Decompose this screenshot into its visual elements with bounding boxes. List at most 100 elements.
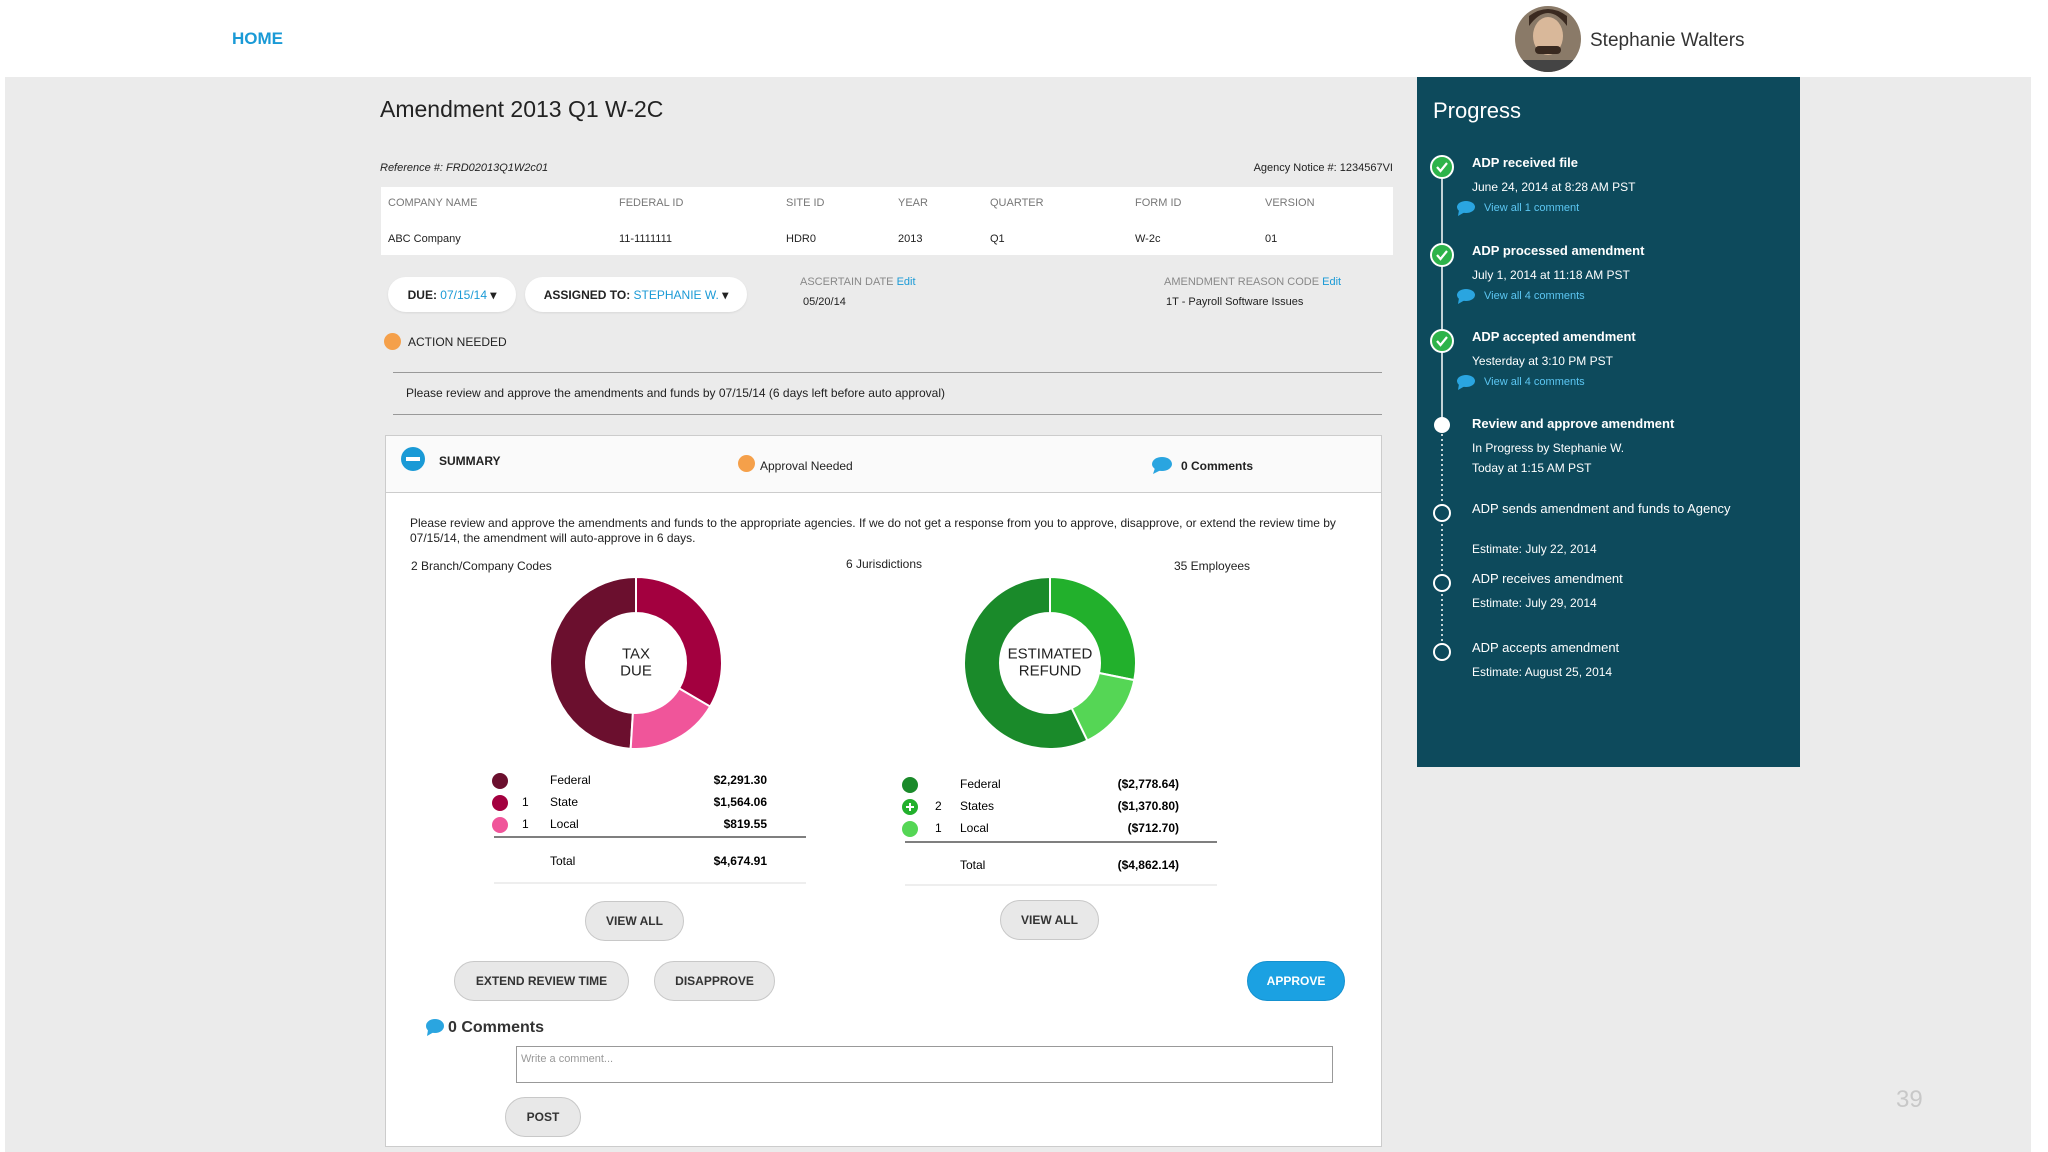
avatar bbox=[1515, 6, 1581, 72]
step-time: In Progress by Stephanie W. bbox=[1472, 441, 1625, 455]
comment-icon bbox=[1152, 457, 1172, 474]
step-done-icon bbox=[1430, 329, 1454, 353]
action-dot bbox=[384, 333, 401, 350]
legend-amount: ($2,778.64) bbox=[1118, 777, 1179, 791]
progress-title: Progress bbox=[1433, 98, 1522, 123]
step-link[interactable]: View all 4 comments bbox=[1484, 290, 1585, 302]
stat: 6 Jurisdictions bbox=[846, 557, 923, 571]
progress-panel bbox=[1417, 77, 1800, 767]
ascertain-label-text: ASCERTAIN DATE bbox=[800, 276, 894, 288]
cell: 2013 bbox=[898, 233, 923, 245]
assigned-value: STEPHANIE W. bbox=[633, 287, 719, 302]
step-done-icon bbox=[1430, 155, 1454, 179]
step-title: ADP receives amendment bbox=[1472, 571, 1623, 586]
legend-amount: $1,564.06 bbox=[714, 795, 768, 809]
view-all-button[interactable]: VIEW ALL bbox=[585, 901, 684, 941]
legend-dot bbox=[492, 817, 508, 833]
agency-notice: Agency Notice #: 1234567VI bbox=[1253, 162, 1393, 174]
legend-amount: ($1,370.80) bbox=[1118, 799, 1179, 813]
comments-title: 0 Comments bbox=[448, 1019, 545, 1036]
bubble bbox=[1457, 289, 1475, 301]
donut-center-label: REFUND bbox=[1019, 662, 1082, 679]
user-name[interactable]: Stephanie Walters bbox=[1590, 30, 1745, 51]
summary-header bbox=[386, 436, 1381, 493]
home-link[interactable]: HOME bbox=[232, 29, 283, 48]
stat: 2 Branch/Company Codes bbox=[411, 559, 552, 573]
total-amount: $4,674.91 bbox=[714, 854, 768, 868]
view-all-button[interactable]: VIEW ALL bbox=[1000, 900, 1099, 940]
step-pending-icon bbox=[1433, 643, 1451, 661]
total-label: Total bbox=[960, 858, 985, 872]
summary-title: SUMMARY bbox=[439, 454, 501, 468]
step-title: ADP accepts amendment bbox=[1472, 640, 1620, 655]
legend-count: 1 bbox=[935, 821, 942, 835]
action-status: ACTION NEEDED bbox=[408, 335, 507, 349]
page-title: Amendment 2013 Q1 W-2C bbox=[380, 96, 664, 122]
approve-button[interactable]: APPROVE bbox=[1247, 961, 1345, 1001]
legend-count: 1 bbox=[522, 817, 529, 831]
column-header: FORM ID bbox=[1135, 197, 1182, 209]
comment-input[interactable]: Write a comment... bbox=[516, 1046, 1333, 1083]
cell: 11-1111111 bbox=[619, 233, 673, 245]
step-time-detail: Today at 1:15 AM PST bbox=[1472, 461, 1592, 475]
column-header: COMPANY NAME bbox=[388, 197, 478, 209]
step-time: June 24, 2014 at 8:28 AM PST bbox=[1472, 180, 1636, 194]
stat: 35 Employees bbox=[1174, 559, 1251, 573]
total-amount: ($4,862.14) bbox=[1118, 858, 1179, 872]
cell: Q1 bbox=[990, 233, 1005, 245]
disapprove-button[interactable]: DISAPPROVE bbox=[654, 961, 775, 1001]
ascertain-value: 05/20/14 bbox=[803, 296, 846, 308]
legend-count: 1 bbox=[522, 795, 529, 809]
step-link[interactable]: View all 4 comments bbox=[1484, 376, 1585, 388]
due-dropdown[interactable]: DUE: 07/15/14 ▾ bbox=[388, 277, 516, 312]
post-button[interactable]: POST bbox=[505, 1097, 581, 1137]
summary-panel bbox=[385, 435, 1382, 1147]
legend-dot bbox=[492, 795, 508, 811]
donut-segment bbox=[963, 575, 1089, 750]
reference: Reference #: FRD02013Q1W2c01 bbox=[380, 162, 549, 174]
donut-segment bbox=[1070, 671, 1136, 742]
page-number: 39 bbox=[1896, 1086, 1923, 1113]
step-title: ADP sends amendment and funds to Agency bbox=[1472, 501, 1731, 516]
step-title: ADP processed amendment bbox=[1472, 243, 1645, 258]
legend-count: 2 bbox=[935, 799, 942, 813]
total-label: Total bbox=[550, 854, 575, 868]
step-link[interactable]: View all 1 comment bbox=[1484, 202, 1580, 214]
step-time: Estimate: July 22, 2014 bbox=[1472, 542, 1597, 556]
legend-dot bbox=[902, 777, 918, 793]
collapse-icon[interactable] bbox=[400, 446, 426, 472]
divider bbox=[393, 372, 1382, 373]
legend-label: Federal bbox=[550, 773, 591, 787]
step-current-icon bbox=[1434, 417, 1450, 433]
comment-icon bbox=[1457, 289, 1475, 304]
legend-label: Local bbox=[960, 821, 989, 835]
legend-amount: ($712.70) bbox=[1128, 821, 1179, 835]
step-title: ADP received file bbox=[1472, 155, 1578, 170]
step-time: Yesterday at 3:10 PM PST bbox=[1472, 354, 1613, 368]
step-pending-icon bbox=[1433, 574, 1451, 592]
assigned-dropdown[interactable]: ASSIGNED TO: STEPHANIE W. ▾ bbox=[525, 277, 747, 312]
legend-amount: $819.55 bbox=[724, 817, 768, 831]
extend-button[interactable]: EXTEND REVIEW TIME bbox=[454, 961, 629, 1001]
bubble-tail bbox=[1458, 210, 1465, 216]
donut-segment bbox=[629, 686, 712, 750]
bubble-tail bbox=[1458, 298, 1465, 304]
summary-comments[interactable]: 0 Comments bbox=[1181, 459, 1254, 473]
ascertain-edit[interactable]: Edit bbox=[896, 276, 916, 288]
info-table: COMPANY NAME ABC Company FEDERAL ID 11-1111… bbox=[381, 187, 1393, 255]
step-time: July 1, 2014 at 11:18 AM PST bbox=[1472, 268, 1630, 282]
summary-status: Approval Needed bbox=[760, 459, 853, 473]
reason-edit[interactable]: Edit bbox=[1322, 276, 1342, 288]
legend-dot bbox=[492, 773, 508, 789]
reason-label: AMENDMENT REASON CODE Edit bbox=[1164, 276, 1341, 288]
donut-segment bbox=[549, 575, 637, 750]
ascertain-label: ASCERTAIN DATE Edit bbox=[800, 276, 916, 288]
step-check bbox=[1436, 162, 1448, 173]
legend-label: States bbox=[960, 799, 994, 813]
column-header: YEAR bbox=[898, 197, 928, 209]
right-edge bbox=[2031, 77, 2048, 1152]
step-done-icon bbox=[1430, 243, 1454, 267]
assigned-label: ASSIGNED TO: bbox=[543, 287, 631, 302]
cell: HDR0 bbox=[786, 233, 816, 245]
